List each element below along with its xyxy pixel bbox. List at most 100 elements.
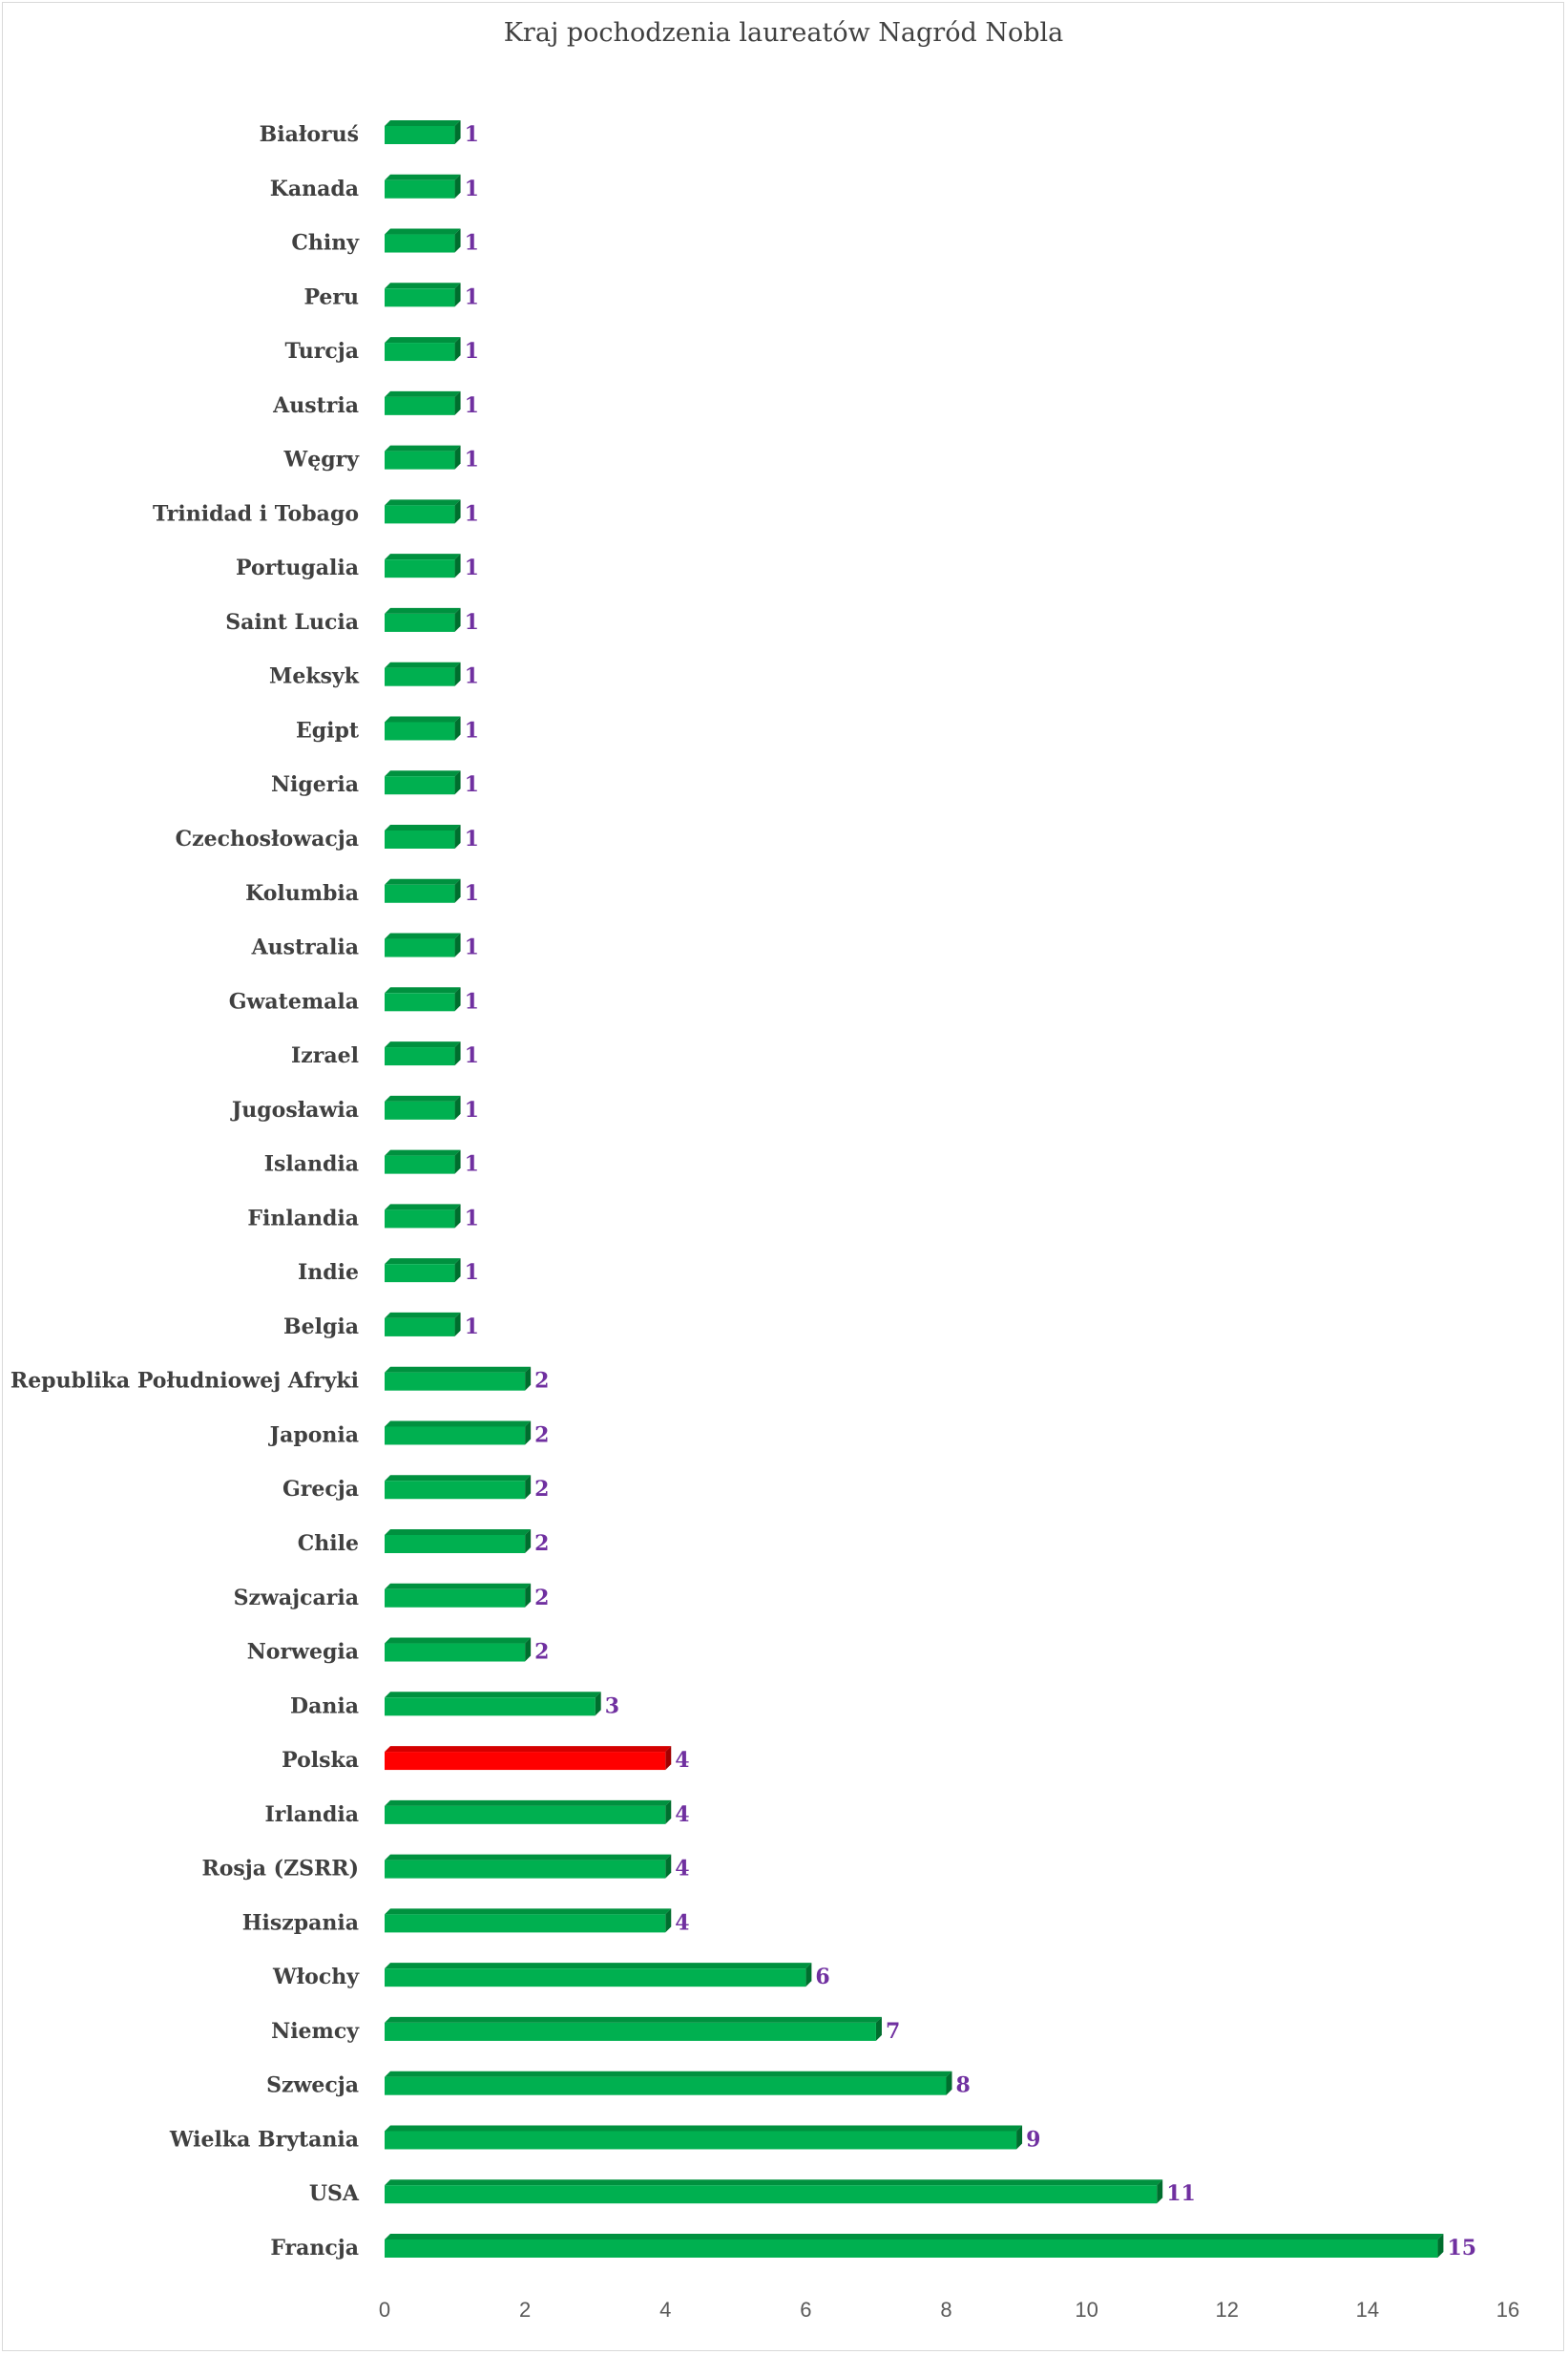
bar-front-face xyxy=(385,1860,666,1879)
bar-29 xyxy=(385,1637,532,1662)
data-label: 1 xyxy=(465,284,479,309)
bar-front-face xyxy=(385,1968,806,1987)
bar-front-face xyxy=(385,1535,526,1553)
category-label: Saint Lucia xyxy=(225,610,359,635)
category-label: Norwegia xyxy=(247,1640,359,1665)
bar-10 xyxy=(385,607,461,632)
bar-side-face xyxy=(454,390,461,415)
bar-front-face xyxy=(385,1426,526,1445)
bar-36 xyxy=(385,2016,882,2041)
bar-39 xyxy=(385,2179,1163,2204)
x-tick-label: 8 xyxy=(940,2298,951,2322)
bar-front-face xyxy=(385,1481,526,1500)
data-label: 1 xyxy=(465,881,479,906)
bar-top-face xyxy=(385,1420,532,1427)
bar-top-face xyxy=(385,1041,461,1048)
category-label: Rosja (ZSRR) xyxy=(201,1857,359,1882)
category-label: Republika Południowej Afryki xyxy=(10,1369,359,1394)
bar-32 xyxy=(385,1799,672,1824)
category-label: Irlandia xyxy=(265,1802,359,1827)
bar-side-face xyxy=(665,1799,672,1824)
bar-front-face xyxy=(385,1317,455,1336)
x-tick-label: 16 xyxy=(1496,2298,1519,2322)
x-tick-label: 10 xyxy=(1075,2298,1098,2322)
bar-side-face xyxy=(454,825,461,849)
bar-8 xyxy=(385,499,461,524)
bar-38 xyxy=(385,2125,1023,2150)
data-label: 4 xyxy=(675,1748,689,1773)
data-label: 2 xyxy=(534,1586,549,1610)
category-label: Turcja xyxy=(284,339,359,364)
bar-side-face xyxy=(525,1637,532,1662)
bar-top-face xyxy=(385,1529,532,1535)
category-label: Austria xyxy=(272,393,359,418)
x-tick-label: 0 xyxy=(379,2298,390,2322)
category-label: Czechosłowacja xyxy=(176,827,359,852)
bar-front-face xyxy=(385,938,455,957)
data-label: 2 xyxy=(534,1477,549,1502)
bar-18 xyxy=(385,1041,461,1066)
bar-side-face xyxy=(525,1420,532,1445)
bar-side-face xyxy=(595,1692,601,1716)
bar-side-face xyxy=(665,1854,672,1879)
bar-front-face xyxy=(385,1372,526,1391)
bar-side-face xyxy=(454,1149,461,1174)
bar-top-face xyxy=(385,716,461,723)
category-label: Białoruś xyxy=(260,122,359,147)
bar-top-face xyxy=(385,1258,461,1265)
category-label: Egipt xyxy=(296,718,360,743)
data-label: 6 xyxy=(815,1965,829,1989)
bar-19 xyxy=(385,1095,461,1120)
bar-side-face xyxy=(454,1095,461,1120)
bar-front-face xyxy=(385,667,455,686)
bar-front-face xyxy=(385,396,455,415)
bar-front-face xyxy=(385,343,455,362)
x-tick-label: 12 xyxy=(1216,2298,1239,2322)
data-label: 1 xyxy=(465,177,479,201)
bar-top-face xyxy=(385,337,461,344)
bar-40 xyxy=(385,2234,1444,2258)
data-label: 1 xyxy=(465,664,479,689)
category-label: Islandia xyxy=(264,1152,359,1177)
category-label: Kanada xyxy=(270,177,359,201)
bar-side-face xyxy=(454,228,461,253)
bar-26 xyxy=(385,1475,532,1500)
bar-5 xyxy=(385,337,461,362)
bar-front-face xyxy=(385,1588,526,1608)
bar-front-face xyxy=(385,1209,455,1229)
bar-side-face xyxy=(946,2071,952,2095)
bar-side-face xyxy=(454,499,461,524)
bar-top-face xyxy=(385,1149,461,1156)
bar-group: Białoruś 1 Kanada 1 Chiny 1 Peru 1 Turcja 1 Austri… xyxy=(10,120,1476,2260)
category-label: Niemcy xyxy=(271,2019,360,2044)
bar-24 xyxy=(385,1366,532,1391)
bar-7 xyxy=(385,445,461,470)
bar-top-face xyxy=(385,2125,1023,2132)
data-label: 1 xyxy=(465,122,479,147)
bar-top-face xyxy=(385,1692,601,1698)
bar-top-face xyxy=(385,1204,461,1210)
bar-1 xyxy=(385,120,461,144)
bar-27 xyxy=(385,1529,532,1553)
bar-side-face xyxy=(1437,2234,1444,2258)
bar-15 xyxy=(385,878,461,903)
bar-side-face xyxy=(875,2016,882,2041)
bar-side-face xyxy=(1016,2125,1023,2150)
bar-side-face xyxy=(665,1746,672,1771)
bar-top-face xyxy=(385,228,461,235)
bar-6 xyxy=(385,390,461,415)
bar-33 xyxy=(385,1854,672,1879)
data-label: 3 xyxy=(605,1693,619,1718)
data-label: 1 xyxy=(465,1098,479,1123)
bar-side-face xyxy=(454,283,461,307)
bar-side-face xyxy=(454,933,461,957)
data-label: 7 xyxy=(886,2019,900,2044)
chart-title: Kraj pochodzenia laureatów Nagród Nobla xyxy=(504,18,1063,48)
data-label: 1 xyxy=(465,989,479,1014)
bar-4 xyxy=(385,283,461,307)
bar-front-face xyxy=(385,2076,947,2095)
data-label: 4 xyxy=(675,1910,689,1935)
data-label: 2 xyxy=(534,1531,549,1556)
bar-front-face xyxy=(385,776,455,795)
data-label: 2 xyxy=(534,1640,549,1665)
